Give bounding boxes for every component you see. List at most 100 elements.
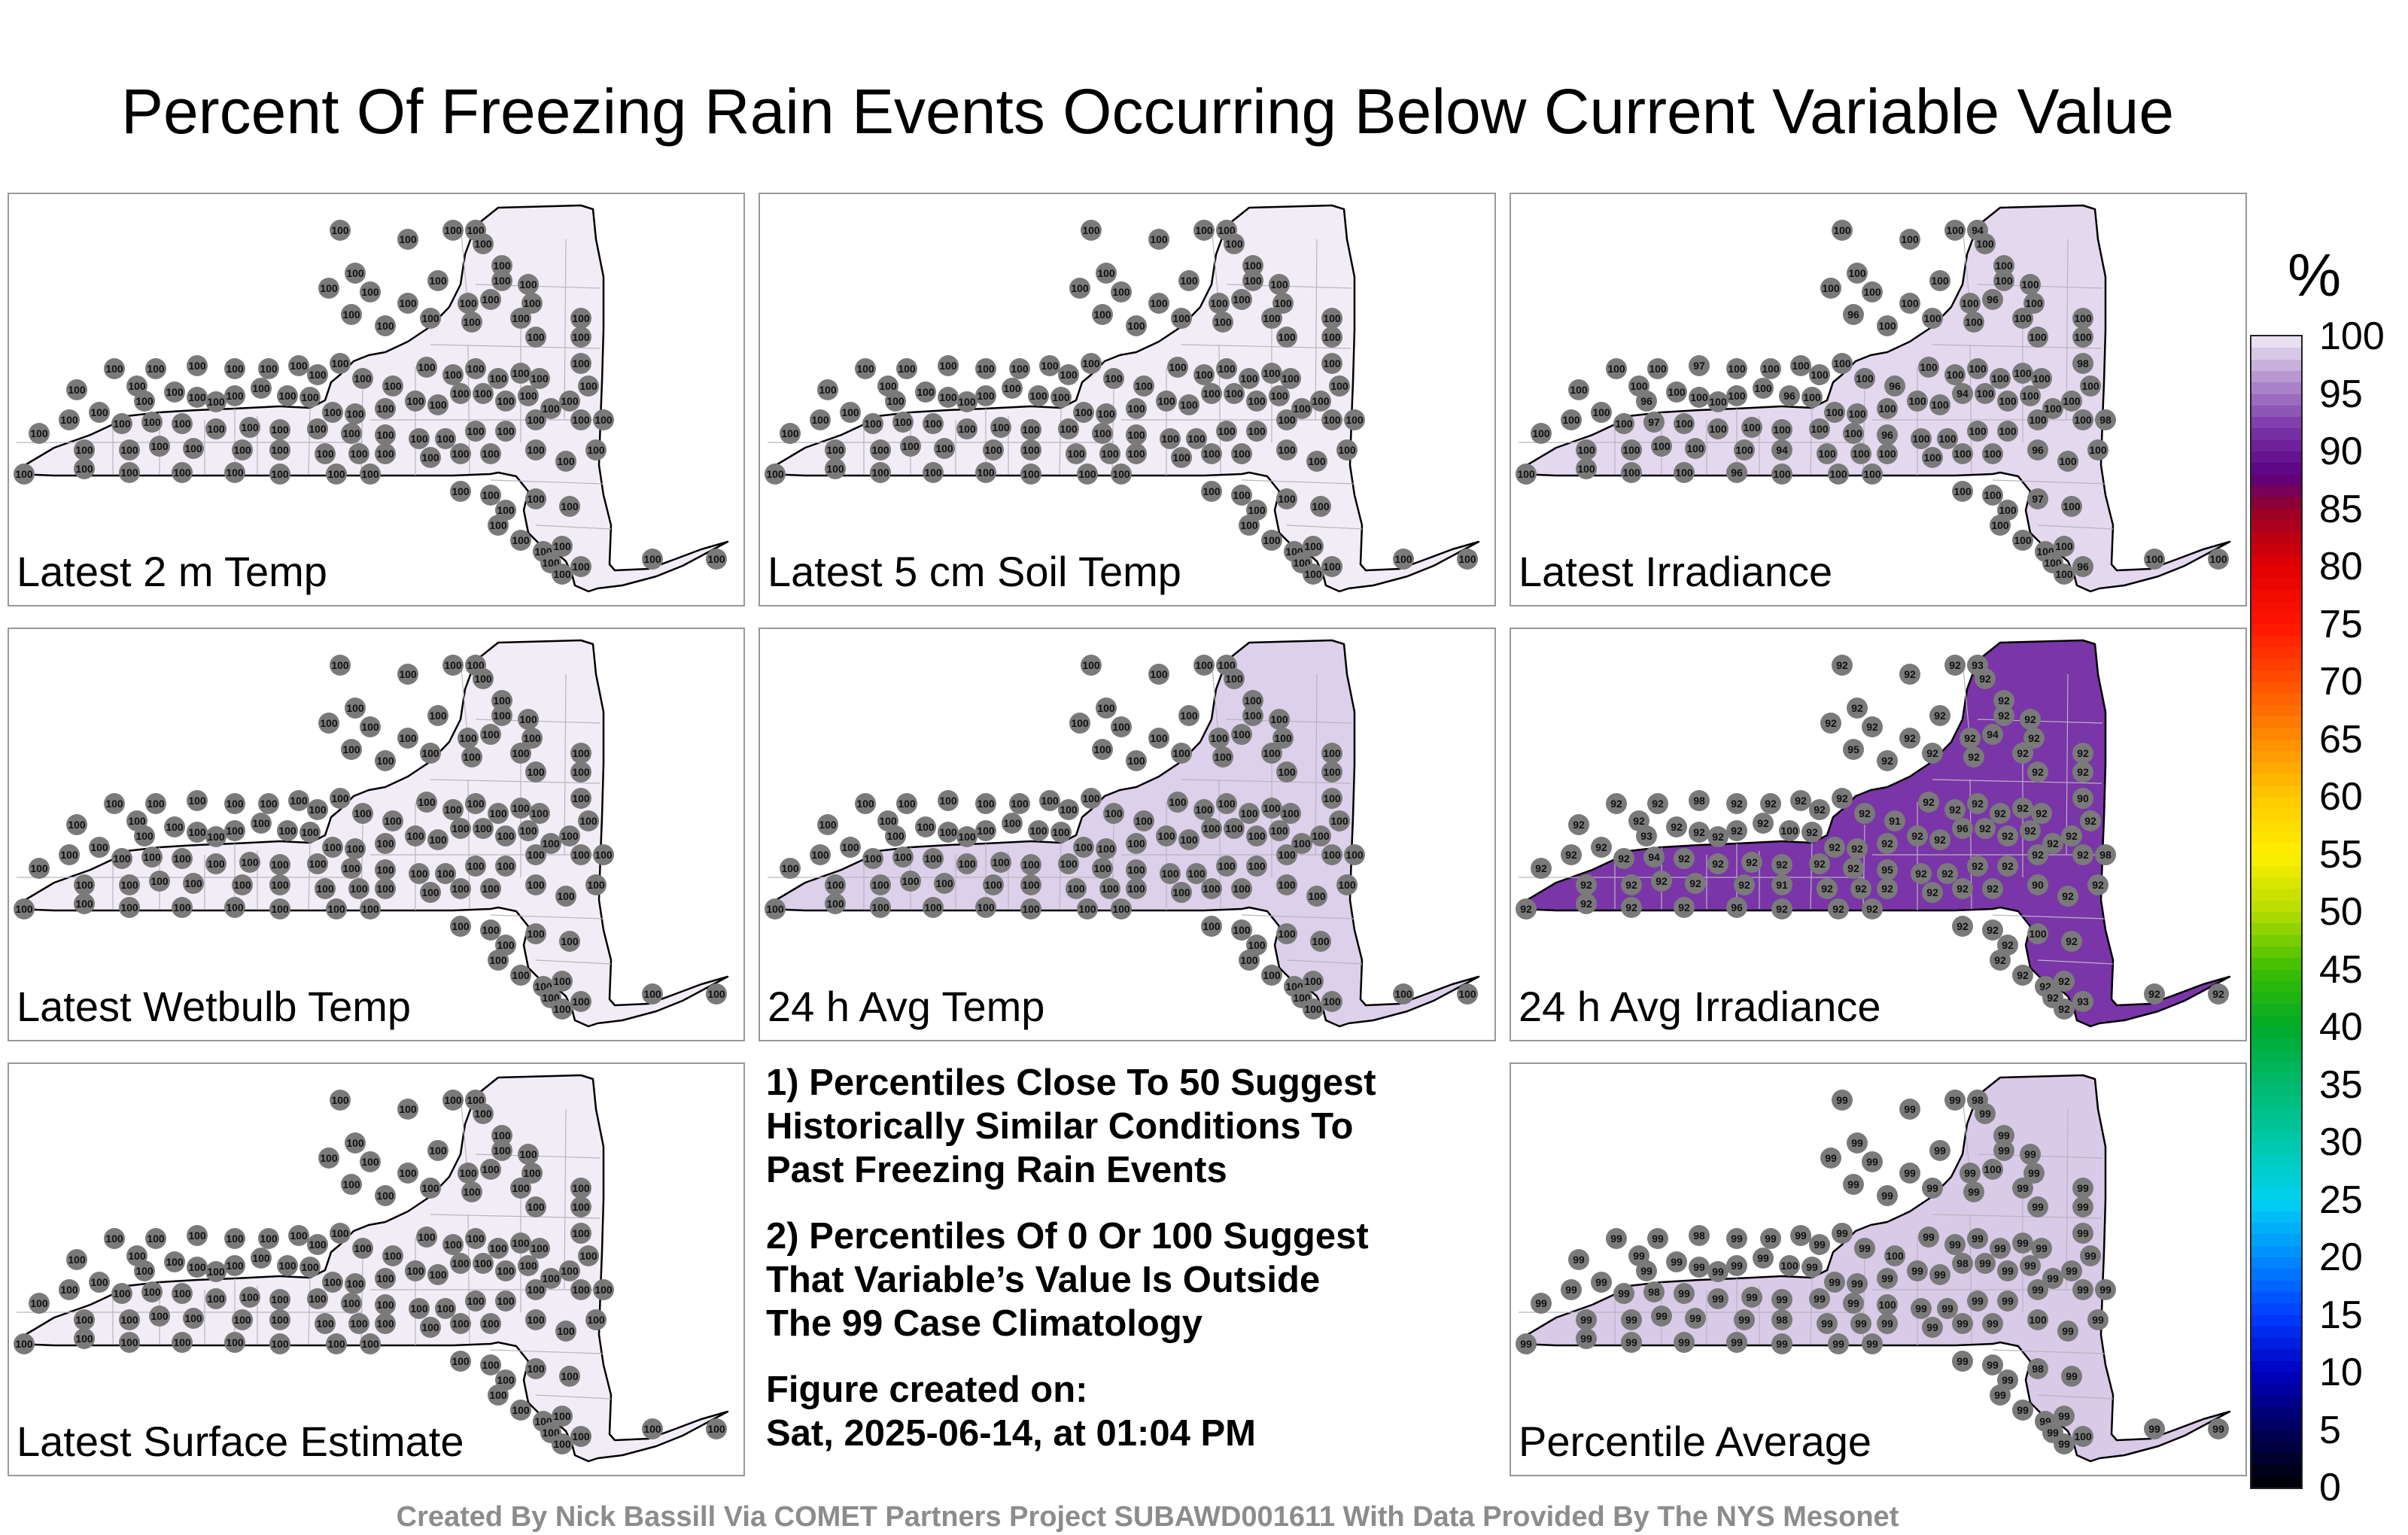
- station-marker: 99: [1862, 1333, 1883, 1354]
- station-value: 100: [1649, 363, 1667, 375]
- station-marker: 100: [1651, 436, 1672, 457]
- station-dot: [1156, 825, 1177, 847]
- station-marker: 100: [348, 443, 369, 464]
- station-dot: [1937, 428, 1958, 449]
- station-value: 100: [271, 444, 289, 456]
- station-dot: [1828, 1333, 1849, 1354]
- station-marker: 92: [2031, 803, 2052, 824]
- station-marker: 100: [900, 871, 921, 892]
- station-marker: 100: [1231, 724, 1252, 745]
- station-dot: [299, 822, 321, 843]
- station-marker: 99: [1997, 1260, 2018, 1281]
- station-dot: [224, 462, 245, 483]
- station-value: 92: [1994, 807, 2006, 819]
- station-dot: [1975, 233, 1996, 254]
- station-value: 92: [2032, 849, 2044, 861]
- station-marker: 100: [1306, 451, 1327, 472]
- station-marker: 100: [341, 423, 362, 444]
- station-dot: [510, 308, 531, 329]
- station-dot: [2020, 820, 2041, 841]
- station-marker: 100: [1877, 1294, 1898, 1315]
- station-value: 100: [1728, 363, 1746, 375]
- station-dot: [442, 1234, 464, 1255]
- station-dot: [1990, 515, 2011, 536]
- station-value: 100: [451, 485, 470, 497]
- station-dot: [1899, 293, 1920, 314]
- station-value: 100: [2021, 278, 2039, 290]
- station-dot: [2020, 1144, 2041, 1165]
- panel-label: Latest Irradiance: [1519, 548, 1833, 595]
- station-marker: 100: [585, 874, 607, 895]
- station-value: 100: [482, 1359, 500, 1371]
- station-dot: [405, 1260, 426, 1281]
- colorbar-tick-label: 35: [2319, 1062, 2363, 1107]
- station-value: 100: [350, 883, 368, 895]
- colorbar-segment: [2251, 808, 2301, 821]
- station-marker: 100: [330, 788, 351, 809]
- station-dot: [1201, 443, 1222, 464]
- station-value: 100: [173, 901, 191, 913]
- station-marker: 100: [923, 848, 944, 869]
- station-marker: 100: [183, 1308, 204, 1329]
- station-dot: [2080, 375, 2101, 397]
- colorbar-segment: [2251, 439, 2301, 452]
- station-marker: 92: [1809, 853, 1830, 874]
- station-value: 92: [2017, 802, 2029, 814]
- station-dot: [269, 1309, 290, 1330]
- station-marker: 98: [2095, 409, 2116, 430]
- station-value: 100: [1052, 826, 1070, 838]
- station-dot: [570, 353, 591, 374]
- station-value: 99: [1851, 1278, 1863, 1290]
- station-marker: 100: [570, 788, 591, 809]
- station-marker: 100: [525, 874, 546, 895]
- station-dot: [307, 418, 328, 439]
- station-value: 92: [1580, 898, 1592, 910]
- station-dot: [1975, 383, 1996, 404]
- station-dot: [382, 810, 403, 831]
- station-marker: 100: [1066, 878, 1087, 899]
- station-marker: 100: [1847, 263, 1868, 284]
- station-value: 99: [1847, 1297, 1859, 1309]
- station-dot: [825, 439, 846, 460]
- station-dot: [450, 383, 471, 404]
- station-marker: 99: [1734, 1309, 1755, 1330]
- station-value: 91: [1889, 815, 1901, 827]
- station-marker: 100: [224, 385, 245, 406]
- station-marker: 92: [2087, 874, 2109, 895]
- station-value: 100: [207, 1293, 225, 1305]
- station-marker: 99: [1982, 1354, 2003, 1375]
- station-marker: 100: [938, 355, 959, 376]
- station-marker: 100: [896, 358, 917, 379]
- state-outline: [766, 639, 1480, 1028]
- station-marker: 100: [1193, 655, 1215, 676]
- station-marker: 100: [442, 364, 464, 385]
- station-marker: 100: [1020, 854, 1041, 875]
- county-border: [1992, 479, 2106, 485]
- station-value: 100: [1263, 969, 1281, 981]
- station-dot: [450, 878, 471, 899]
- station-marker: 99: [1854, 1238, 1875, 1259]
- station-dot: [1077, 898, 1098, 919]
- station-dot: [2072, 761, 2093, 783]
- station-dot: [2080, 810, 2101, 831]
- station-value: 92: [1836, 792, 1848, 804]
- station-marker: 100: [465, 1290, 486, 1312]
- station-value: 100: [1029, 825, 1047, 837]
- station-dot: [765, 898, 786, 919]
- station-dot: [1824, 837, 1845, 858]
- station-dot: [1843, 304, 1864, 325]
- station-dot: [1171, 882, 1192, 903]
- station-dot: [375, 1294, 396, 1315]
- station-marker: 92: [1832, 788, 1853, 809]
- station-dot: [1817, 878, 1838, 899]
- station-value: 93: [1640, 830, 1652, 842]
- station-dot: [1212, 746, 1233, 768]
- station-dot: [360, 716, 381, 737]
- station-value: 100: [184, 877, 202, 889]
- station-dot: [1167, 792, 1188, 813]
- station-marker: 100: [1306, 886, 1327, 907]
- station-dot: [187, 1257, 208, 1278]
- station-dot: [416, 792, 437, 813]
- station-marker: 92: [1576, 874, 1597, 895]
- station-marker: 100: [382, 1245, 403, 1266]
